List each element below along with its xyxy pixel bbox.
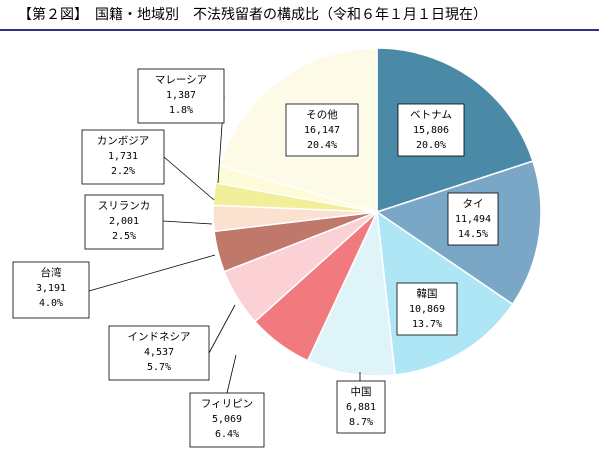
- data-label-7: 台湾 3,191 4.0%: [12, 254, 216, 319]
- label-box-1: [397, 103, 465, 157]
- label-value-label-10: 1,387: [166, 90, 196, 101]
- data-label-3: 韓国 10,869 13.7%: [396, 282, 458, 336]
- label-box-11: [285, 103, 359, 157]
- leader-line-7: [88, 254, 216, 292]
- label-percent-label-6: 5.7%: [147, 362, 171, 373]
- label-value-label-2: 11,494: [455, 214, 491, 225]
- label-value-label-9: 1,731: [108, 151, 138, 162]
- label-percent-label-11: 20.4%: [307, 140, 337, 151]
- label-name-4: 中国: [351, 385, 372, 398]
- label-value-label-5: 5,069: [212, 414, 242, 425]
- label-percent-label-10: 1.8%: [169, 105, 193, 116]
- label-name-8: スリランカ: [98, 200, 151, 212]
- data-label-9: カンボジア 1,731 2.2%: [81, 129, 215, 201]
- label-value-label-8: 2,001: [109, 216, 139, 227]
- data-label-4: 中国 6,881 8.7%: [336, 372, 386, 434]
- label-name-6: インドネシア: [128, 331, 191, 343]
- label-percent-label-5: 6.4%: [215, 429, 239, 440]
- label-box-2: [447, 192, 499, 246]
- label-box-7: [12, 261, 90, 319]
- label-name-2: タイ: [463, 198, 484, 210]
- data-label-1: ベトナム 15,806 20.0%: [397, 103, 465, 157]
- data-label-6: インドネシア 4,537 5.7%: [108, 304, 236, 381]
- label-box-9: [81, 129, 165, 185]
- label-value-label-11: 16,147: [304, 125, 340, 136]
- leader-line-9: [163, 156, 215, 201]
- label-value-label-1: 15,806: [413, 125, 449, 136]
- label-percent-label-9: 2.2%: [111, 166, 135, 177]
- label-value-label-3: 10,869: [409, 304, 445, 315]
- label-value-label-7: 3,191: [36, 283, 66, 294]
- data-label-10: マレーシア 1,387 1.8%: [137, 68, 225, 184]
- label-box-10: [137, 68, 225, 124]
- chart-title: 【第２図】 国籍・地域別 不法残留者の構成比（令和６年１月１日現在）: [18, 7, 487, 23]
- label-box-8: [84, 194, 164, 250]
- label-box-5: [189, 392, 265, 448]
- data-label-11: その他 16,147 20.4%: [285, 103, 359, 157]
- label-percent-label-8: 2.5%: [112, 231, 136, 242]
- data-label-8: スリランカ 2,001 2.5%: [84, 194, 213, 250]
- pie-outline: [212, 47, 542, 377]
- label-percent-label-1: 20.0%: [416, 140, 446, 151]
- label-name-1: ベトナム: [410, 109, 452, 121]
- label-value-label-6: 4,537: [144, 347, 174, 358]
- data-label-5: フィリピン 5,069 6.4%: [189, 354, 265, 448]
- label-percent-label-2: 14.5%: [458, 229, 488, 240]
- label-name-5: フィリピン: [201, 398, 253, 410]
- label-percent-label-7: 4.0%: [39, 298, 63, 309]
- label-box-3: [396, 282, 458, 336]
- label-name-9: カンボジア: [97, 135, 150, 147]
- label-name-3: 韓国: [417, 288, 438, 300]
- label-percent-label-4: 8.7%: [349, 417, 373, 428]
- data-label-2: タイ 11,494 14.5%: [447, 192, 499, 246]
- label-name-11: その他: [306, 108, 338, 121]
- label-name-10: マレーシア: [155, 74, 207, 86]
- label-value-label-4: 6,881: [346, 402, 376, 413]
- leader-line-5: [226, 354, 237, 394]
- leader-line-8: [162, 220, 213, 225]
- label-box-4: [336, 380, 386, 434]
- label-name-7: 台湾: [41, 266, 62, 279]
- title-rule: [0, 29, 599, 31]
- label-box-6: [108, 325, 210, 381]
- label-percent-label-3: 13.7%: [412, 319, 442, 330]
- leader-line-6: [208, 304, 236, 354]
